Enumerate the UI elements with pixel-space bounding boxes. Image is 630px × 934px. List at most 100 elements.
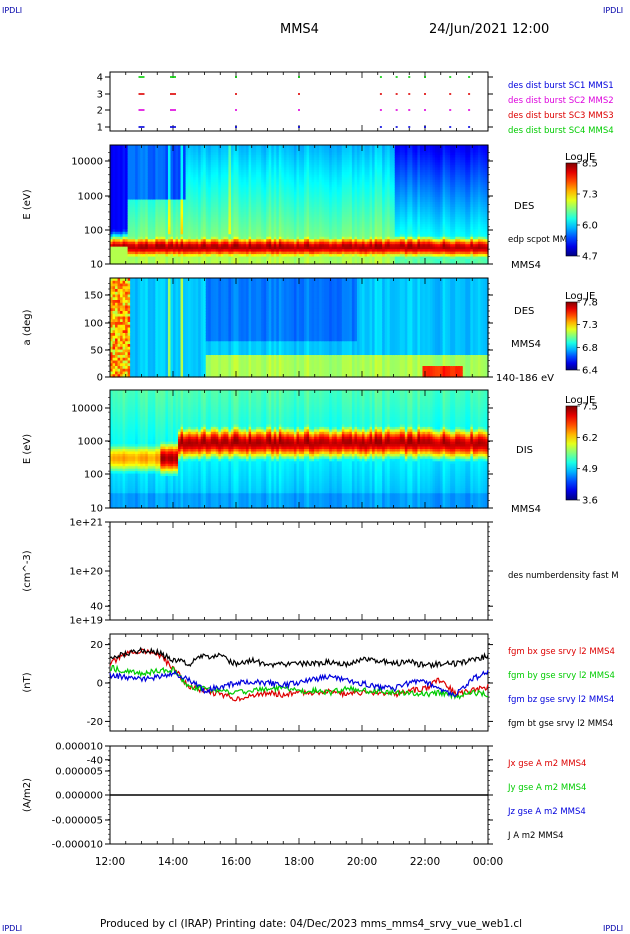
des-pitch-ylabel: a (deg) xyxy=(22,309,33,345)
density-ytick-label: 1e+21 xyxy=(69,518,103,529)
burst-interval-mark xyxy=(396,76,398,78)
burst-legend-item: des dist burst SC4 MMS4 xyxy=(508,126,614,136)
burst-interval-mark xyxy=(380,109,382,111)
burst-interval-mark xyxy=(139,76,145,78)
burst-interval-mark xyxy=(424,76,426,78)
dis-energy-ylabel: E (eV) xyxy=(22,434,33,464)
time-axis-tick-label: 12:00 xyxy=(95,856,125,868)
fgm-series-line xyxy=(110,666,488,699)
dis-energy-colorbar-tick: 4.9 xyxy=(582,464,598,475)
des-pitch-ytick-label: 150 xyxy=(84,291,103,302)
burst-interval-mark xyxy=(468,76,470,78)
des-energy-colorbar-tick: 7.3 xyxy=(582,190,598,201)
burst-interval-mark xyxy=(449,76,451,78)
fgm-ytick-label: -40 xyxy=(87,755,103,766)
dis-energy-right-label: MMS4 xyxy=(511,504,541,515)
current-legend-item: Jx gse A m2 MMS4 xyxy=(507,759,586,769)
current-ytick-label: -0.000005 xyxy=(52,816,103,827)
fgm-ylabel: (nT) xyxy=(22,672,33,692)
burst-interval-mark xyxy=(235,109,237,111)
dis-energy-colorbar-tick: 7.5 xyxy=(582,402,598,413)
time-axis-tick-label: 20:00 xyxy=(347,856,377,868)
des-pitch-right-label: DES xyxy=(514,306,534,317)
fgm-ytick-label: -20 xyxy=(87,717,103,728)
dis-energy-colorbar xyxy=(566,406,577,500)
burst-interval-mark xyxy=(408,109,410,111)
dis-energy-ytick-label: 1000 xyxy=(78,437,103,448)
current-legend-item: Jz gse A m2 MMS4 xyxy=(507,807,586,817)
burst-legend-item: des dist burst SC3 MMS3 xyxy=(508,111,614,121)
burst-interval-mark xyxy=(235,126,237,128)
burst-interval-mark xyxy=(298,126,300,128)
fgm-legend-item: fgm by gse srvy l2 MMS4 xyxy=(508,671,615,681)
burst-interval-mark xyxy=(424,109,426,111)
time-axis-tick-label: 00:00 xyxy=(473,856,503,868)
current-ytick-label: 0.000010 xyxy=(55,742,103,753)
burst-interval-mark xyxy=(408,126,410,128)
des-energy-colorbar-tick: 8.5 xyxy=(582,159,598,170)
fgm-ytick-label: 0 xyxy=(97,679,103,690)
current-ylabel: (A/m2) xyxy=(22,778,33,812)
burst-legend-item: des dist burst SC1 MMS1 xyxy=(508,81,614,91)
burst-interval-mark xyxy=(170,126,176,128)
des-pitch-colorbar xyxy=(566,302,577,370)
des-energy-colorbar-tick: 4.7 xyxy=(582,252,598,263)
burst-interval-mark xyxy=(380,93,382,95)
burst-interval-mark xyxy=(424,126,426,128)
des-pitch-right-label: MMS4 xyxy=(511,339,541,350)
des-energy-ytick-label: 10000 xyxy=(71,157,103,168)
des-pitch-ytick-label: 100 xyxy=(84,319,103,330)
time-axis-tick-label: 16:00 xyxy=(221,856,251,868)
dis-energy-right-label: DIS xyxy=(516,445,533,456)
burst-interval-mark xyxy=(170,109,176,111)
des-energy-spectrogram xyxy=(110,145,489,265)
des-energy-right-label: DES xyxy=(514,201,534,212)
fgm-legend-item: fgm bx gse srvy l2 MMS4 xyxy=(508,647,615,657)
dis-energy-ytick-label: 10 xyxy=(90,504,103,515)
burst-interval-mark xyxy=(139,93,145,95)
des-energy-colorbar xyxy=(566,163,577,256)
fgm-legend-item: fgm bz gse srvy l2 MMS4 xyxy=(508,695,614,705)
burst-interval-mark xyxy=(170,93,176,95)
burst-interval-mark xyxy=(468,93,470,95)
current-ytick-label: 0.000005 xyxy=(55,767,103,778)
burst-interval-mark xyxy=(408,76,410,78)
burst-interval-mark xyxy=(424,93,426,95)
time-axis-tick-label: 14:00 xyxy=(158,856,188,868)
burst-panel-frame xyxy=(110,72,488,131)
burst-ytick-label: 1 xyxy=(97,123,103,134)
burst-interval-mark xyxy=(380,126,382,128)
current-ytick-label: 0.000000 xyxy=(55,791,103,802)
burst-interval-mark xyxy=(170,76,176,78)
burst-interval-mark xyxy=(139,109,145,111)
time-axis-tick-label: 18:00 xyxy=(284,856,314,868)
des-pitch-colorbar-tick: 7.3 xyxy=(582,320,598,331)
burst-interval-mark xyxy=(396,109,398,111)
burst-interval-mark xyxy=(298,93,300,95)
burst-ytick-label: 2 xyxy=(97,106,103,117)
burst-interval-mark xyxy=(468,109,470,111)
burst-ytick-label: 4 xyxy=(97,73,103,84)
des-pitch-right-label: 140-186 eV xyxy=(496,373,554,384)
time-axis-tick-label: 22:00 xyxy=(410,856,440,868)
burst-interval-mark xyxy=(298,109,300,111)
des-pitch-ytick-label: 0 xyxy=(97,373,103,384)
des-energy-ytick-label: 10 xyxy=(90,260,103,271)
des-energy-ylabel: E (eV) xyxy=(22,189,33,219)
burst-interval-mark xyxy=(298,76,300,78)
fgm-ytick-label: 40 xyxy=(90,602,103,613)
density-legend-item: des numberdensity fast M xyxy=(508,571,619,581)
burst-interval-mark xyxy=(380,76,382,78)
burst-interval-mark xyxy=(396,126,398,128)
des-pitch-ytick-label: 50 xyxy=(90,346,103,357)
burst-interval-mark xyxy=(235,93,237,95)
burst-interval-mark xyxy=(235,76,237,78)
burst-interval-mark xyxy=(408,93,410,95)
density-ylabel: (cm^-3) xyxy=(22,550,33,591)
dis-energy-ytick-label: 100 xyxy=(84,470,103,481)
fgm-legend-item: fgm bt gse srvy l2 MMS4 xyxy=(508,719,613,729)
des-energy-ytick-label: 1000 xyxy=(78,192,103,203)
burst-interval-mark xyxy=(449,126,451,128)
dis-energy-spectrogram xyxy=(110,390,489,509)
